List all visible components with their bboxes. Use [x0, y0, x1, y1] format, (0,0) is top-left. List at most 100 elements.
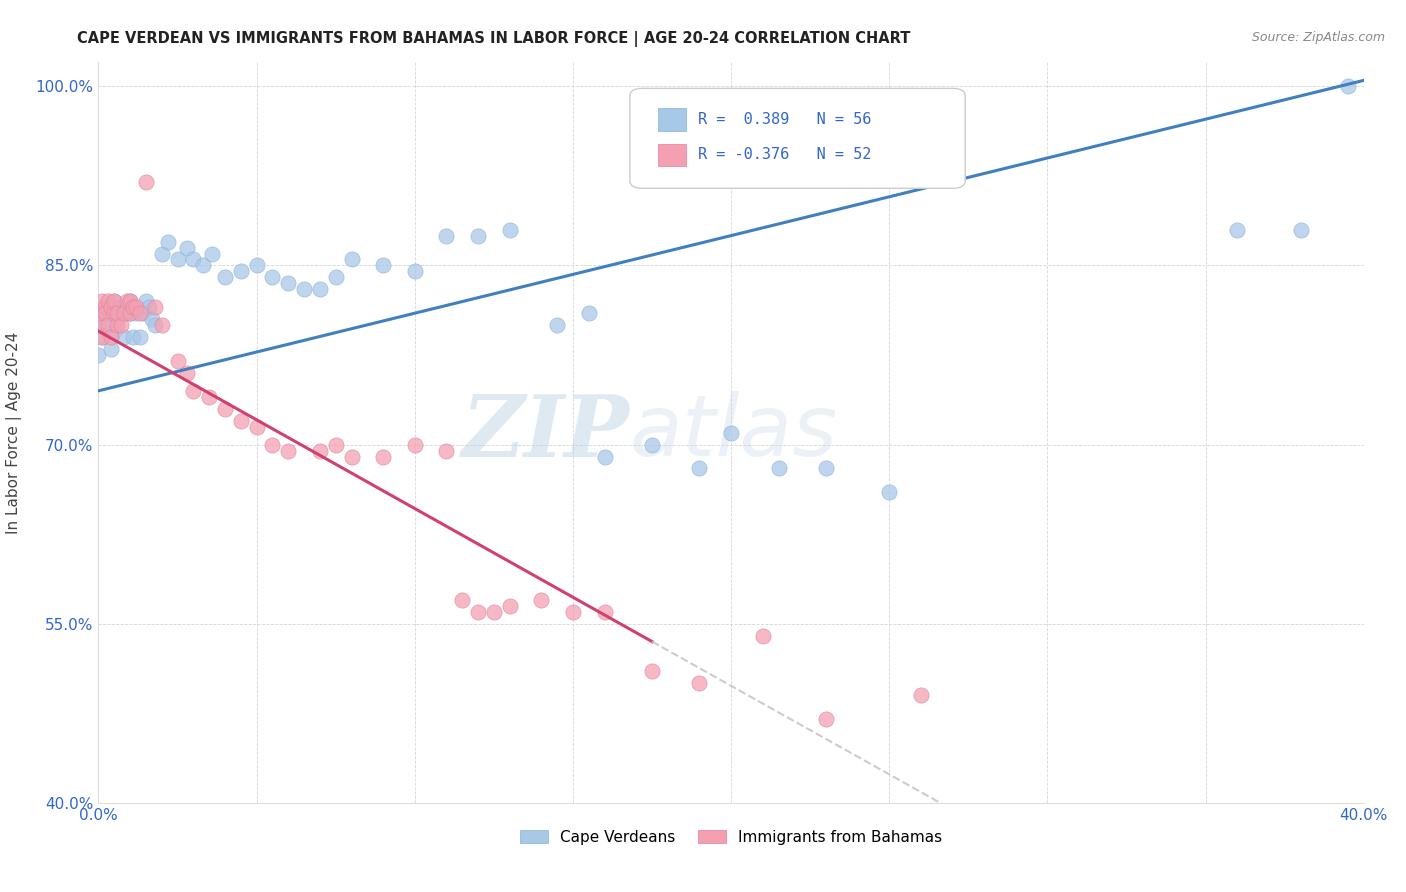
Point — [87, 318, 110, 333]
Point — [176, 366, 198, 380]
Point — [100, 330, 122, 344]
Point — [436, 443, 458, 458]
Point — [103, 294, 125, 309]
Point — [176, 240, 198, 254]
Point — [122, 300, 145, 314]
Point — [467, 228, 489, 243]
Point — [229, 264, 252, 278]
Point — [87, 348, 110, 362]
Point — [132, 306, 155, 320]
Point — [166, 354, 188, 368]
Point — [578, 306, 600, 320]
Point — [112, 306, 135, 320]
Point — [135, 175, 157, 189]
Point — [157, 235, 180, 249]
Point — [122, 330, 145, 344]
Point — [561, 605, 585, 619]
Point — [115, 294, 138, 309]
Point — [115, 306, 138, 320]
Legend: Cape Verdeans, Immigrants from Bahamas: Cape Verdeans, Immigrants from Bahamas — [515, 823, 948, 851]
Point — [166, 252, 188, 267]
Point — [90, 294, 112, 309]
Point — [436, 228, 458, 243]
Point — [150, 246, 173, 260]
Point — [751, 629, 773, 643]
Point — [467, 605, 489, 619]
Point — [141, 312, 163, 326]
Point — [125, 300, 148, 314]
Point — [814, 712, 837, 726]
Point — [128, 330, 150, 344]
Point — [498, 222, 520, 236]
Point — [103, 324, 125, 338]
Point — [768, 461, 790, 475]
Point — [135, 294, 157, 309]
Point — [145, 318, 166, 333]
Point — [112, 330, 135, 344]
Point — [93, 300, 117, 314]
Point — [277, 277, 299, 291]
Point — [128, 306, 150, 320]
Text: atlas: atlas — [630, 391, 838, 475]
FancyBboxPatch shape — [630, 88, 966, 188]
Point — [325, 437, 347, 451]
Point — [593, 450, 616, 464]
Point — [125, 306, 148, 320]
Point — [97, 318, 120, 333]
Point — [138, 300, 160, 314]
Point — [1289, 222, 1312, 236]
Point — [451, 592, 474, 607]
Point — [93, 306, 117, 320]
Point — [110, 300, 132, 314]
Point — [120, 294, 141, 309]
Point — [530, 592, 553, 607]
Point — [229, 414, 252, 428]
Point — [910, 689, 932, 703]
Point — [183, 384, 205, 398]
Point — [1337, 79, 1360, 94]
Point — [340, 450, 363, 464]
Text: CAPE VERDEAN VS IMMIGRANTS FROM BAHAMAS IN LABOR FORCE | AGE 20-24 CORRELATION C: CAPE VERDEAN VS IMMIGRANTS FROM BAHAMAS … — [77, 31, 911, 47]
Point — [103, 294, 125, 309]
Point — [877, 485, 900, 500]
Point — [97, 294, 120, 309]
Point — [325, 270, 347, 285]
Point — [183, 252, 205, 267]
Point — [107, 312, 129, 326]
Point — [120, 306, 141, 320]
Point — [277, 443, 299, 458]
Point — [97, 300, 120, 314]
Point — [498, 599, 520, 613]
Text: R = -0.376   N = 52: R = -0.376 N = 52 — [699, 147, 872, 162]
Point — [1226, 222, 1249, 236]
Point — [688, 461, 710, 475]
Point — [150, 318, 173, 333]
Point — [214, 270, 236, 285]
Point — [145, 300, 166, 314]
Point — [87, 306, 110, 320]
Point — [120, 294, 141, 309]
Text: R =  0.389   N = 56: R = 0.389 N = 56 — [699, 112, 872, 127]
Point — [214, 401, 236, 416]
Point — [340, 252, 363, 267]
Point — [720, 425, 742, 440]
Point — [107, 318, 129, 333]
Point — [246, 259, 269, 273]
Point — [93, 306, 117, 320]
Y-axis label: In Labor Force | Age 20-24: In Labor Force | Age 20-24 — [6, 332, 21, 533]
Point — [107, 306, 129, 320]
Point — [309, 282, 332, 296]
Point — [309, 443, 332, 458]
Point — [371, 259, 394, 273]
Point — [100, 306, 122, 320]
Point — [198, 390, 221, 404]
Point — [688, 676, 710, 690]
Point — [103, 306, 125, 320]
Point — [90, 330, 112, 344]
Point — [191, 259, 214, 273]
Point — [814, 461, 837, 475]
Point — [593, 605, 616, 619]
FancyBboxPatch shape — [658, 144, 686, 166]
Point — [641, 437, 664, 451]
Point — [641, 665, 664, 679]
